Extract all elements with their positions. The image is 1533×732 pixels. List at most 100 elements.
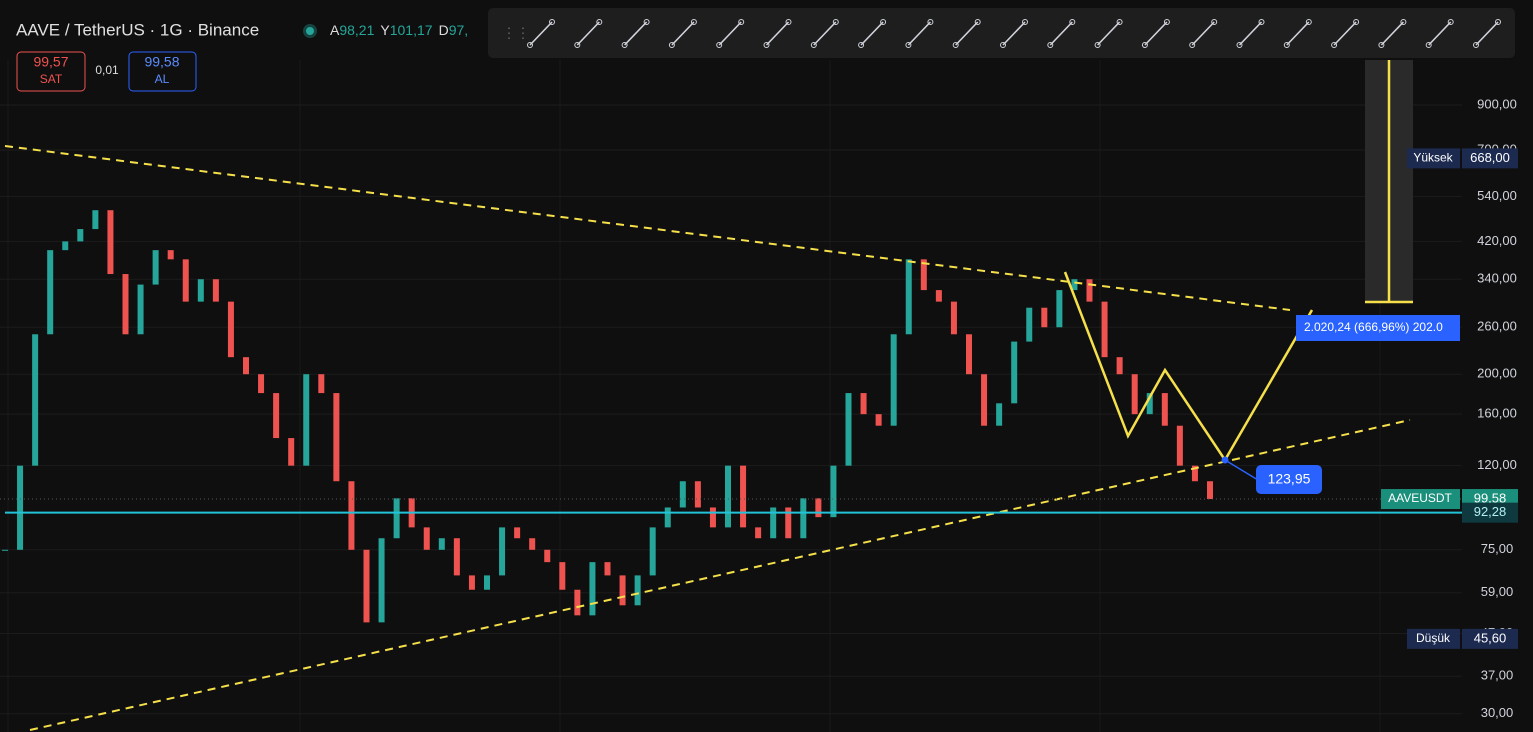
candle [47, 250, 54, 335]
price-label-name: Düşük [1416, 631, 1451, 645]
y-tick-label: 260,00 [1477, 319, 1517, 334]
y-tick-label: 120,00 [1477, 457, 1517, 472]
tool-button[interactable] [1378, 19, 1407, 48]
tool-button[interactable] [1283, 19, 1312, 48]
candle [604, 562, 611, 576]
tool-icon [1333, 21, 1357, 46]
tool-icon [1353, 19, 1360, 25]
measure-label: 2.020,24 (666,96%) 202.0 [1304, 320, 1443, 334]
tool-button[interactable] [1141, 19, 1170, 48]
tool-button[interactable] [716, 19, 745, 48]
candle [17, 465, 24, 550]
pattern-drawing[interactable] [1063, 271, 1314, 463]
tool-icon [643, 19, 650, 25]
tool-button[interactable] [952, 19, 981, 48]
tool-icon [1447, 19, 1454, 25]
y-tick-label: 37,00 [1481, 668, 1514, 683]
tool-button[interactable] [763, 19, 792, 48]
tool-button[interactable] [1236, 19, 1265, 48]
trend-line[interactable] [4, 145, 1291, 311]
candle [423, 527, 430, 550]
tool-icon [1144, 21, 1168, 46]
candle [770, 507, 777, 539]
tool-icon [1475, 21, 1499, 46]
sell-button[interactable] [16, 51, 86, 92]
buy-price: 99,58 [144, 54, 179, 70]
candle [122, 274, 129, 335]
trend-line[interactable] [29, 419, 1411, 731]
toolbar-handle: ⋮⋮ [502, 25, 530, 41]
candle [755, 527, 762, 539]
candle [2, 549, 8, 551]
tool-icon [1238, 21, 1263, 46]
callout-line [1224, 459, 1259, 481]
candle [875, 414, 882, 426]
ohlc-key: D [439, 22, 449, 38]
candle [137, 284, 144, 335]
tool-button[interactable] [1000, 19, 1028, 48]
tool-button[interactable] [1473, 19, 1501, 48]
tool-button[interactable] [527, 19, 555, 48]
candle [167, 250, 174, 260]
price-label-box [1462, 148, 1518, 169]
y-tick-label: 200,00 [1477, 366, 1517, 381]
candle [860, 393, 867, 415]
candle [981, 374, 988, 426]
candle [499, 527, 506, 576]
tool-button[interactable] [905, 19, 934, 48]
candle [574, 589, 581, 616]
tool-button[interactable] [858, 19, 887, 48]
candle [634, 575, 641, 606]
price-label-name: Yüksek [1413, 151, 1453, 165]
tool-icon [810, 42, 817, 48]
candle [709, 507, 716, 528]
candle [273, 393, 280, 439]
callout-box[interactable] [1256, 465, 1322, 494]
candle [62, 241, 69, 251]
tool-button[interactable] [574, 19, 603, 48]
tool-icon [1211, 19, 1218, 25]
tool-icon [1002, 21, 1026, 46]
tool-icon [1163, 19, 1170, 25]
tool-icon [668, 42, 675, 48]
tool-button[interactable] [1331, 19, 1360, 48]
candle [212, 279, 219, 302]
candle [1011, 341, 1018, 404]
candle [529, 538, 536, 550]
candle [1116, 357, 1123, 375]
tool-button[interactable] [1425, 19, 1454, 48]
tool-icon [1380, 21, 1404, 46]
tool-button[interactable] [810, 19, 839, 48]
candle [966, 334, 972, 375]
header: AAVE / TetherUS · 1G · Binance A98,21 Y10… [16, 20, 468, 92]
tool-button[interactable] [1094, 19, 1123, 48]
tool-icon [1378, 42, 1385, 48]
drawing-toolbar [488, 8, 1515, 58]
candle [679, 481, 686, 508]
buy-label: AL [155, 72, 170, 86]
candle [197, 279, 204, 302]
candle [785, 507, 792, 539]
candle [649, 527, 656, 576]
y-tick-label: 160,00 [1477, 406, 1517, 421]
tool-button[interactable] [621, 19, 650, 48]
tool-icon [1473, 42, 1479, 48]
symbol[interactable]: AAVE / TetherUS · 1G · Binance [16, 20, 259, 39]
tool-button[interactable] [1047, 19, 1076, 48]
price-label: 668,00 [1470, 150, 1510, 165]
buy-button[interactable] [128, 51, 197, 92]
tool-icon [1428, 21, 1452, 46]
candle [725, 465, 731, 528]
price-label-name-box [1407, 148, 1460, 169]
tool-icon [1236, 42, 1243, 48]
status-dot [306, 27, 314, 35]
tool-icon [785, 19, 792, 25]
tool-button[interactable] [668, 19, 697, 48]
y-tick-label: 420,00 [1477, 233, 1517, 248]
price-axis[interactable] [1462, 0, 1533, 732]
tool-button[interactable] [1189, 19, 1218, 48]
tool-icon [716, 42, 723, 48]
spread: 0,01 [95, 63, 119, 77]
tool-icon [1094, 42, 1101, 48]
